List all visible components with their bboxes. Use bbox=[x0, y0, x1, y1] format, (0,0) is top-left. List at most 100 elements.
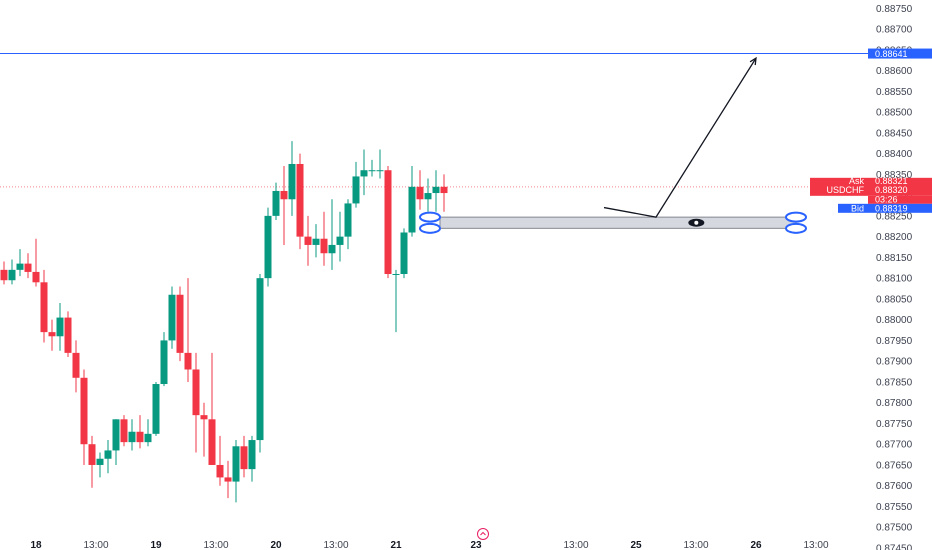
candle bbox=[112, 419, 120, 465]
candle bbox=[240, 435, 248, 478]
price-tick-label: 0.87600 bbox=[876, 481, 913, 492]
rectangle-handle[interactable] bbox=[785, 222, 807, 234]
price-tick-label: 0.87750 bbox=[876, 419, 913, 430]
time-tick-label: 13:00 bbox=[683, 540, 708, 550]
price-tick-label: 0.87850 bbox=[876, 377, 913, 388]
candle bbox=[272, 182, 280, 221]
countdown-tag bbox=[868, 195, 932, 204]
candle bbox=[160, 332, 168, 387]
time-tick-label: 20 bbox=[270, 540, 282, 550]
candle bbox=[280, 166, 288, 245]
candle bbox=[120, 415, 128, 447]
candles-layer bbox=[0, 141, 448, 503]
time-tick-label: 13:00 bbox=[83, 540, 108, 550]
price-tick-label: 0.87900 bbox=[876, 357, 913, 368]
price-tick-label: 0.88500 bbox=[876, 108, 913, 119]
horizontal-line-tag bbox=[868, 48, 932, 59]
candle bbox=[64, 311, 72, 358]
candle-body bbox=[376, 170, 384, 172]
rectangle-handle[interactable] bbox=[785, 211, 807, 223]
candle bbox=[208, 352, 216, 465]
candle-body bbox=[48, 332, 56, 337]
price-axis[interactable]: 0.87450 0.87500 0.87550 0.87600 0.87650 0.877… bbox=[876, 4, 913, 550]
candle-body bbox=[176, 294, 184, 353]
candle-body bbox=[80, 377, 88, 445]
time-tick-label: 13:00 bbox=[563, 540, 588, 550]
candle-body bbox=[160, 340, 168, 385]
time-axis[interactable]: 18 13:00 19 13:00 20 13:00 21 23 13:00 25 13:00 26 1… bbox=[30, 540, 829, 550]
arrow-head bbox=[749, 56, 757, 66]
time-tick-label: 19 bbox=[150, 540, 162, 550]
price-tick-label: 0.88250 bbox=[876, 211, 913, 222]
candle-body bbox=[288, 163, 296, 200]
candle bbox=[320, 211, 328, 266]
price-tick-label: 0.88050 bbox=[876, 294, 913, 305]
candle-body bbox=[392, 274, 400, 275]
candle bbox=[40, 269, 48, 343]
candle-body bbox=[192, 369, 200, 416]
candle bbox=[8, 259, 16, 285]
candle-body bbox=[424, 193, 432, 200]
symbol-tag bbox=[810, 177, 868, 196]
candle-body bbox=[120, 419, 128, 443]
rectangle-zone[interactable] bbox=[439, 216, 797, 229]
time-tick-label: 13:00 bbox=[323, 540, 348, 550]
candle bbox=[32, 238, 40, 287]
rectangle-handle[interactable] bbox=[419, 222, 441, 234]
candle-body bbox=[40, 282, 48, 333]
go-to-realtime-icon[interactable] bbox=[477, 528, 489, 540]
candle-body bbox=[304, 236, 312, 245]
visibility-icon[interactable] bbox=[688, 218, 705, 227]
drawing-layer[interactable] bbox=[419, 56, 807, 234]
price-tick-label: 0.87550 bbox=[876, 502, 913, 513]
countdown-timer: 03:26 bbox=[875, 194, 898, 204]
candle bbox=[416, 170, 424, 210]
time-tick-label: 26 bbox=[750, 540, 762, 550]
candle-body bbox=[96, 458, 104, 465]
candle bbox=[248, 435, 256, 482]
candle-body bbox=[352, 176, 360, 204]
candle bbox=[48, 319, 56, 351]
candle-body bbox=[360, 170, 368, 177]
candle-body bbox=[320, 238, 328, 254]
candle bbox=[424, 178, 432, 212]
candle-body bbox=[216, 464, 224, 478]
candle bbox=[232, 440, 240, 503]
candle bbox=[392, 269, 400, 333]
candle-body bbox=[168, 294, 176, 341]
candle bbox=[96, 452, 104, 478]
candle bbox=[368, 159, 376, 177]
projection-path[interactable] bbox=[603, 57, 757, 218]
candle bbox=[168, 286, 176, 349]
candle bbox=[72, 340, 80, 393]
candle-body bbox=[336, 236, 344, 245]
candle bbox=[440, 174, 448, 212]
candle bbox=[352, 161, 360, 208]
candle bbox=[144, 419, 152, 447]
bid-label-tag bbox=[838, 203, 868, 213]
horizontal-line-tag-text: 0.88641 bbox=[875, 49, 908, 59]
rectangle-handle[interactable] bbox=[419, 211, 441, 223]
candle-body bbox=[264, 215, 272, 279]
candle-body bbox=[416, 186, 424, 200]
price-tick-label: 0.87700 bbox=[876, 440, 913, 451]
candle bbox=[184, 278, 192, 382]
candle-body bbox=[384, 170, 392, 274]
price-tick-label: 0.88100 bbox=[876, 274, 913, 285]
bid-price: 0.88319 bbox=[875, 203, 908, 213]
candle bbox=[344, 199, 352, 250]
candle bbox=[200, 402, 208, 457]
candle bbox=[360, 149, 368, 196]
bid-label: Bid bbox=[851, 203, 864, 213]
candle-body bbox=[272, 190, 280, 216]
candle bbox=[88, 435, 96, 488]
candle bbox=[304, 215, 312, 266]
price-tick-label: 0.88600 bbox=[876, 66, 913, 77]
candle-body bbox=[248, 440, 256, 470]
candle-body bbox=[8, 269, 16, 281]
price-tick-label: 0.87450 bbox=[876, 544, 913, 550]
time-tick-label: 23 bbox=[470, 540, 482, 550]
candle-body bbox=[368, 170, 376, 172]
candle-body bbox=[400, 232, 408, 274]
